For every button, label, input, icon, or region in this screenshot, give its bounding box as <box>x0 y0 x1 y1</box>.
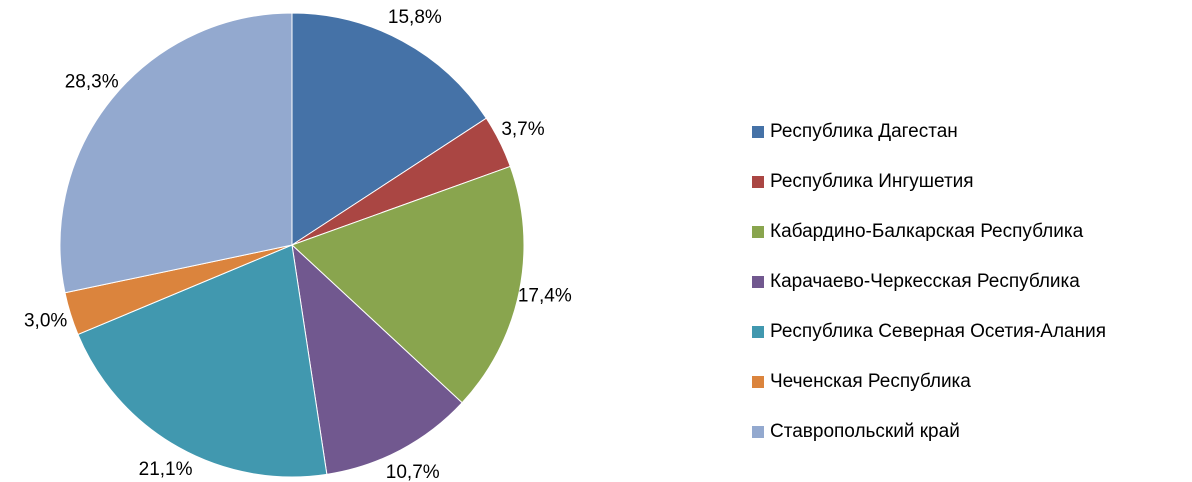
data-label: 17,4% <box>518 286 572 307</box>
legend-label: Республика Северная Осетия-Алания <box>770 321 1106 342</box>
data-label: 3,0% <box>24 311 67 332</box>
data-label: 28,3% <box>65 71 119 92</box>
legend-label: Ставропольский край <box>770 421 960 442</box>
pie-slice <box>291 243 463 475</box>
legend-label: Республика Дагестан <box>770 121 958 142</box>
legend-label: Карачаево-Черкесская Республика <box>770 271 1080 292</box>
legend-swatch <box>752 376 764 388</box>
legend-swatch <box>752 226 764 238</box>
pie-slice <box>59 12 293 294</box>
data-label: 21,1% <box>139 459 193 480</box>
data-label: 15,8% <box>388 7 442 28</box>
legend-swatch <box>752 276 764 288</box>
legend-label: Кабардино-Балкарская Республика <box>770 221 1084 242</box>
data-label: 10,7% <box>386 462 440 482</box>
pie-slice <box>77 244 328 478</box>
pie-slice <box>291 12 487 246</box>
legend-swatch <box>752 126 764 138</box>
pie-slice <box>291 165 525 404</box>
legend-swatch <box>752 426 764 438</box>
legend-label: Чеченская Республика <box>770 371 971 392</box>
data-label: 3,7% <box>501 119 544 140</box>
legend-swatch <box>752 176 764 188</box>
legend-label: Республика Ингушетия <box>770 171 974 192</box>
legend-swatch <box>752 326 764 338</box>
